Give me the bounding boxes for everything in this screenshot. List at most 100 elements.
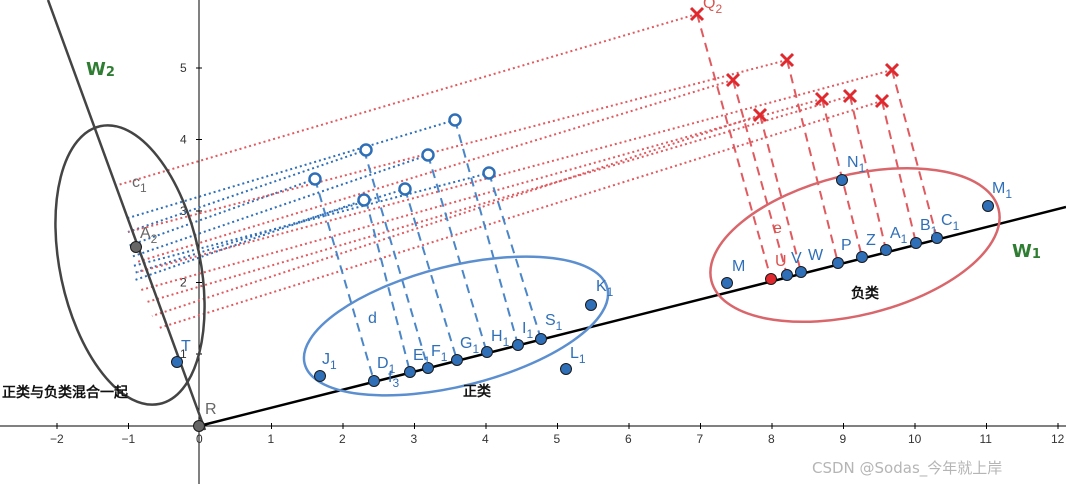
- red-dotted-line: [158, 100, 883, 329]
- blue-dashed-line: [454, 119, 519, 346]
- x-tick-label: 11: [980, 432, 993, 446]
- blue-dotted-line: [127, 119, 456, 219]
- point-blue: [404, 366, 416, 378]
- y-tick-label: 4: [180, 133, 187, 147]
- positive-class-label: 正类: [463, 383, 492, 400]
- y-tick-label: 3: [180, 204, 187, 218]
- red-dotted-line: [140, 98, 823, 291]
- positive-sample-circle: [359, 143, 373, 157]
- point-label-w: W: [808, 247, 824, 264]
- point-label-i1: I1: [522, 320, 533, 341]
- blue-dashed-line: [314, 178, 375, 382]
- point-blue: [721, 277, 733, 289]
- x-tick-label: 7: [697, 432, 704, 446]
- y-ticks: 1 2 3 4 5: [180, 61, 202, 361]
- point-label-q2: Q2: [703, 0, 722, 16]
- negative-sample-cross: [874, 93, 890, 109]
- positive-sample-circle: [308, 172, 322, 186]
- point-blue: [481, 346, 493, 358]
- red-dotted-line: [137, 69, 893, 273]
- negative-sample-cross: [689, 6, 705, 22]
- red-dashed-line: [786, 59, 839, 264]
- negative-sample-cross: [884, 62, 900, 78]
- negative-samples: [689, 6, 900, 123]
- point-label-a1: A1: [890, 225, 908, 246]
- origin-label: R: [205, 401, 217, 418]
- point-origin: [193, 420, 205, 432]
- point-label-m1: M1: [992, 180, 1012, 201]
- mixed-class-label: 正类与负类混合一起: [2, 384, 129, 401]
- x-tick-label: 1: [268, 432, 275, 446]
- point-label-p: P: [841, 237, 852, 254]
- point-blue: [856, 251, 868, 263]
- point-blue: [535, 333, 547, 345]
- point-blue: [982, 200, 994, 212]
- red-dashed-line: [696, 13, 772, 280]
- red-dotted-line: [146, 95, 851, 303]
- red-dashed-line: [849, 95, 887, 251]
- point-label-z: Z: [866, 232, 876, 249]
- projected-points: [130, 174, 994, 432]
- point-label-j1: J1: [322, 351, 337, 372]
- point-label-e: e: [773, 220, 782, 237]
- point-label-b1: B1: [920, 217, 938, 238]
- point-blue: [795, 266, 807, 278]
- y-tick-label: 1: [180, 347, 187, 361]
- red-dotted-line: [151, 114, 761, 317]
- blue-dotted-line: [132, 172, 490, 267]
- negative-sample-cross: [752, 107, 768, 123]
- red-dashed-line: [759, 114, 802, 273]
- negative-class-label: 负类: [851, 285, 880, 302]
- red-dotted-line: [136, 79, 734, 263]
- point-t: [171, 356, 183, 368]
- x-tick-label: 9: [840, 432, 847, 446]
- point-label-g1: G1: [460, 335, 479, 356]
- mixed-ellipse: [54, 124, 206, 406]
- point-blue: [832, 257, 844, 269]
- x-tick-label: −1: [122, 432, 136, 446]
- negative-sample-cross: [779, 52, 795, 68]
- positive-sample-circle: [448, 113, 462, 127]
- x-tick-label: 2: [339, 432, 346, 446]
- point-label-d: d: [368, 310, 377, 327]
- blue-dashed-line: [363, 149, 429, 369]
- point-label-s1: S1: [545, 312, 563, 333]
- point-blue: [931, 232, 943, 244]
- y-tick-label: 2: [180, 276, 187, 290]
- positive-sample-circle: [421, 148, 435, 162]
- x-tick-label: 12: [1051, 432, 1065, 446]
- positive-ellipse: [302, 255, 610, 397]
- x-tick-label: 8: [768, 432, 775, 446]
- point-blue: [880, 244, 892, 256]
- point-label-f1: F1: [431, 343, 448, 364]
- point-blue: [560, 363, 572, 375]
- y-tick-label: 5: [180, 61, 187, 75]
- blue-dotted-line: [134, 199, 365, 281]
- point-blue: [585, 299, 597, 311]
- x-ticks: −2 −1 0 1 2 3 4 5 6 7 8 9 10 11 12: [50, 423, 1065, 446]
- x-tick-label: 10: [908, 432, 922, 446]
- point-label-v: V: [791, 250, 802, 267]
- point-blue: [314, 370, 326, 382]
- point-a2: [130, 241, 142, 253]
- point-label-n1: N1: [847, 154, 866, 175]
- red-dashed-line: [881, 100, 917, 244]
- point-blue: [836, 174, 848, 186]
- point-label-l1: L1: [570, 345, 586, 366]
- point-label-e1: E1: [413, 347, 431, 368]
- point-label-k1: K1: [596, 278, 614, 299]
- red-dashed-line: [732, 79, 788, 276]
- positive-sample-circle: [357, 193, 371, 207]
- blue-dotted-line: [130, 154, 429, 258]
- w1-label: W1: [1012, 241, 1041, 262]
- point-label-c1b: C1: [941, 212, 960, 233]
- positive-samples: [308, 113, 496, 207]
- x-tick-label: 4: [482, 432, 489, 446]
- point-label-c1: c1: [132, 174, 147, 195]
- point-label-d1: D1: [377, 355, 396, 376]
- blue-dotted-line: [133, 188, 406, 274]
- point-label-h1: H1: [491, 328, 510, 349]
- watermark: CSDN @Sodas_今年就上岸: [812, 459, 1002, 478]
